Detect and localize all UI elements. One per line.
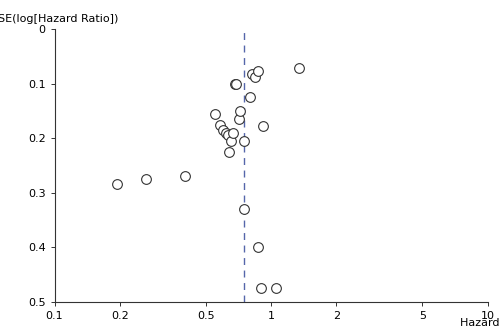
Point — [225, 149, 233, 154]
Point — [219, 127, 227, 133]
Point — [232, 81, 240, 86]
Point — [254, 69, 262, 74]
Point — [257, 285, 265, 291]
Point — [250, 74, 258, 79]
Point — [211, 111, 219, 116]
Point — [236, 108, 244, 114]
Point — [259, 123, 267, 129]
Point — [240, 206, 248, 212]
Point — [230, 130, 237, 135]
Point — [222, 130, 230, 135]
Point — [254, 244, 262, 250]
Point — [296, 66, 304, 71]
Point — [235, 117, 243, 122]
Point — [248, 71, 256, 76]
Point — [246, 95, 254, 100]
Point — [226, 138, 234, 144]
X-axis label: Hazard Ratio: Hazard Ratio — [460, 318, 500, 328]
Point — [216, 122, 224, 127]
Point — [240, 138, 248, 144]
Text: SE(log[Hazard Ratio]): SE(log[Hazard Ratio]) — [0, 14, 118, 24]
Point — [224, 133, 232, 138]
Point — [272, 285, 280, 291]
Point — [114, 182, 122, 187]
Point — [181, 174, 189, 179]
Point — [142, 176, 150, 182]
Point — [231, 81, 239, 86]
